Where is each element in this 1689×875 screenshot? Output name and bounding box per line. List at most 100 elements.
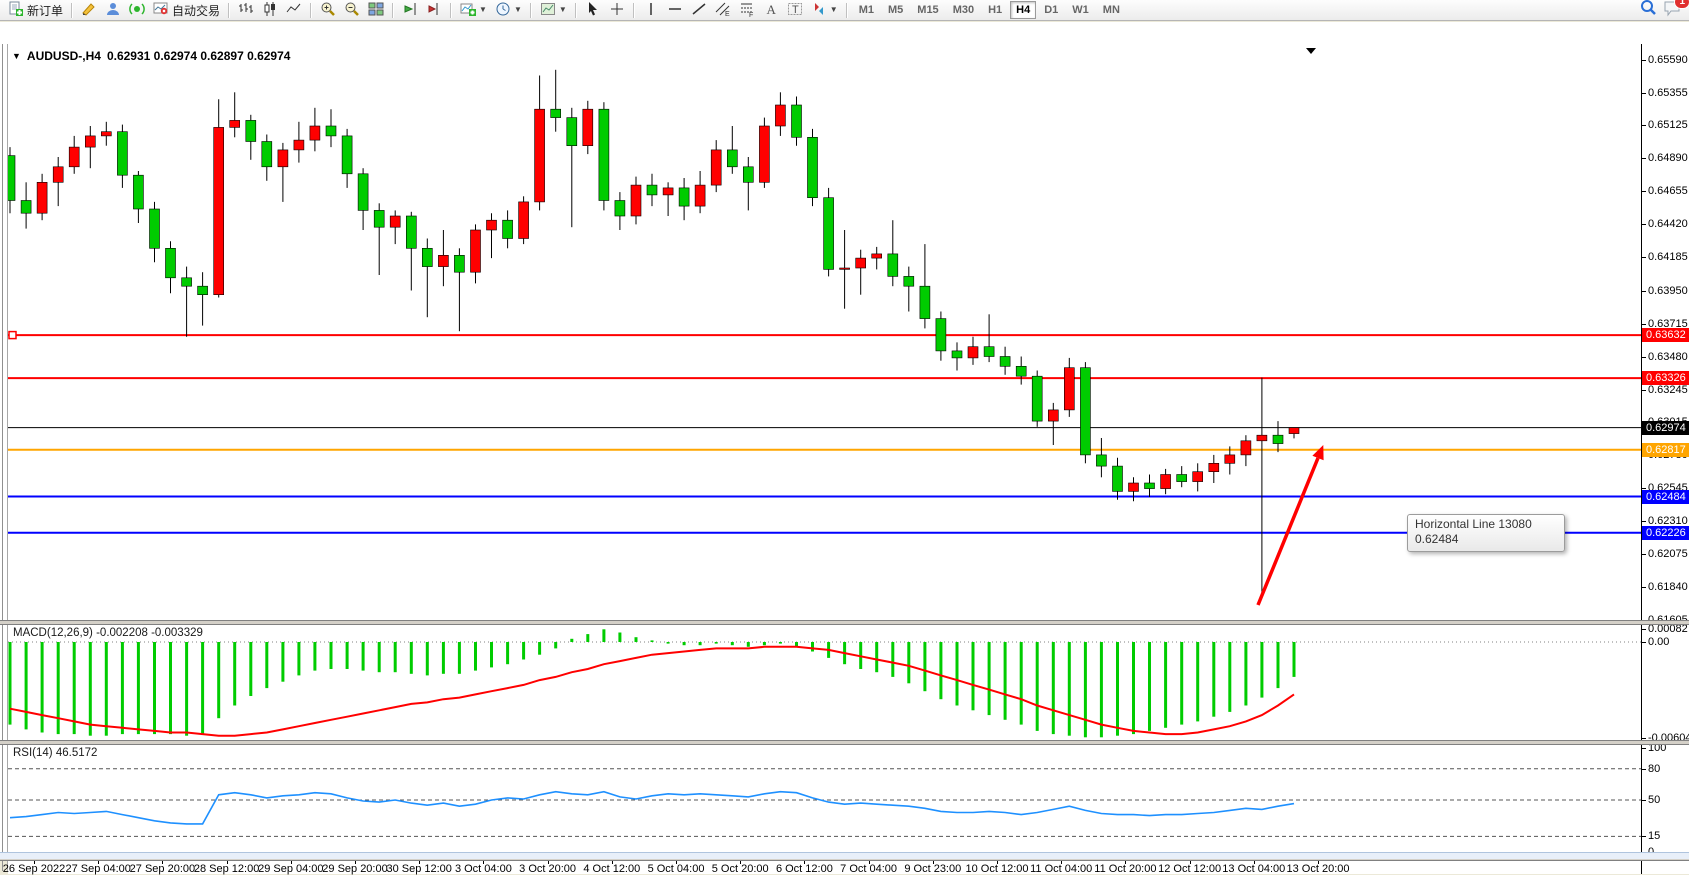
price-axis-label: 0.65590 — [1648, 54, 1688, 66]
axis-tick — [1642, 389, 1646, 391]
bar-chart-button[interactable] — [234, 0, 258, 21]
time-axis-label: 11 Oct 20:00 — [1094, 863, 1157, 875]
timeframe-button-h1[interactable]: H1 — [988, 4, 1003, 16]
time-axis[interactable]: 26 Sep 2022 27 Sep 04:00 27 Sep 20:00 28 Se… — [3, 861, 1641, 875]
text-button[interactable]: A — [759, 0, 783, 21]
macd-axis-label: 0.00 — [1648, 636, 1670, 648]
cursor-button[interactable] — [581, 0, 605, 21]
price-axis-label: 0.63480 — [1648, 350, 1688, 363]
price-badge-0.62484: 0.62484 — [1642, 489, 1689, 504]
autotrading-button[interactable]: 自动交易 — [149, 0, 224, 21]
time-axis-label: 29 Sep 20:00 — [322, 863, 388, 875]
chart-shift-button[interactable] — [422, 0, 446, 21]
axis-tick — [1642, 587, 1646, 588]
svg-text:F: F — [749, 12, 753, 17]
new-order-icon — [8, 1, 24, 20]
horizontal-line-button[interactable] — [663, 0, 687, 21]
tile-windows-icon — [368, 1, 384, 20]
chat-button[interactable]: 1 — [1663, 0, 1689, 22]
templates-caret-icon[interactable]: ▼ — [558, 5, 567, 14]
macd-indicator-panel[interactable] — [8, 625, 1641, 742]
price-chart-panel[interactable] — [8, 46, 1641, 622]
axis-tick — [1642, 836, 1646, 838]
equidistant-channel-icon: E — [715, 1, 731, 20]
tile-windows-button[interactable] — [364, 0, 388, 21]
expert-advisors-button[interactable] — [101, 0, 125, 21]
equidistant-channel-button[interactable]: E — [711, 0, 735, 21]
time-axis-label: 12 Oct 12:00 — [1158, 863, 1222, 875]
indicators-caret-icon[interactable]: ▼ — [479, 5, 487, 14]
axis-tick — [1642, 768, 1646, 770]
time-axis-label: 27 Sep 04:00 — [65, 863, 131, 875]
line-anchor-handle[interactable] — [8, 330, 17, 340]
toolbar-separator — [574, 2, 577, 18]
axis-tick — [1642, 356, 1646, 358]
candlestick-chart-button[interactable] — [258, 0, 282, 21]
indicators-icon — [460, 1, 477, 20]
periods-caret-icon[interactable]: ▼ — [513, 5, 522, 14]
axis-tick — [1642, 158, 1646, 160]
crosshair-button[interactable] — [605, 0, 629, 21]
line-chart-button[interactable] — [282, 0, 306, 21]
price-axis-label: 0.62310 — [1648, 514, 1688, 527]
toolbar-separator — [71, 2, 74, 18]
trend-arrow[interactable] — [1256, 445, 1324, 606]
zoom-out-button[interactable] — [340, 0, 364, 21]
price-axis[interactable]: 0.65590 0.65355 0.65125 0.64890 0.64655 0.644… — [1641, 44, 1689, 874]
object-tooltip: Horizontal Line 13080 0.62484 — [1407, 514, 1565, 552]
axis-tick — [1642, 191, 1646, 193]
arrows-button[interactable]: ▼ — [807, 0, 842, 21]
timeframe-button-d1[interactable]: D1 — [1044, 4, 1059, 16]
templates-icon — [540, 1, 556, 20]
timeframe-button-m15[interactable]: M15 — [917, 4, 939, 16]
axis-tick — [1642, 520, 1646, 522]
axis-tick — [1642, 748, 1646, 749]
axis-tick — [1642, 60, 1646, 61]
tooltip-value: 0.62484 — [1415, 532, 1459, 546]
time-axis-label: 7 Oct 04:00 — [840, 863, 898, 875]
time-axis-label: 30 Sep 12:00 — [386, 863, 452, 875]
price-badge-0.62974: 0.62974 — [1642, 420, 1689, 435]
rsi-indicator-panel[interactable] — [8, 745, 1641, 859]
chart-menu-icon[interactable]: ▼ — [12, 51, 21, 61]
price-axis-label: 0.64420 — [1648, 218, 1688, 231]
arrows-caret-icon[interactable]: ▼ — [829, 5, 838, 14]
timeframe-button-m5[interactable]: M5 — [888, 4, 904, 16]
signal-button[interactable] — [125, 0, 149, 21]
new-order-button[interactable]: 新订单 — [4, 0, 67, 21]
trendline-button[interactable] — [687, 0, 711, 21]
fibonacci-icon: F — [739, 1, 755, 20]
time-axis-label: 6 Oct 12:00 — [775, 863, 833, 875]
zoom-in-button[interactable] — [316, 0, 340, 21]
horizontal-line-icon — [667, 1, 683, 20]
auto-scroll-button[interactable] — [398, 0, 422, 21]
indicators-button[interactable]: ▼ — [456, 0, 491, 21]
time-axis-label: 10 Oct 12:00 — [965, 863, 1029, 875]
panel-splitter[interactable] — [0, 740, 1689, 745]
crayon-button[interactable] — [77, 0, 101, 21]
timeframe-button-h4[interactable]: H4 — [1010, 1, 1037, 19]
search-icon[interactable] — [1639, 0, 1657, 22]
chart-shift-marker[interactable] — [1306, 48, 1316, 54]
timeframe-button-w1[interactable]: W1 — [1072, 4, 1089, 16]
text-label-button[interactable]: T — [783, 0, 807, 21]
timeframe-button-mn[interactable]: MN — [1102, 4, 1120, 16]
timeframe-button-m1[interactable]: M1 — [858, 4, 874, 16]
time-axis-label: 13 Oct 20:00 — [1286, 863, 1350, 875]
templates-button[interactable]: ▼ — [536, 0, 571, 21]
chart-shift-icon — [426, 1, 442, 20]
chat-badge: 1 — [1674, 0, 1689, 9]
price-axis-label: 0.61840 — [1648, 581, 1688, 593]
fibonacci-button[interactable]: F — [735, 0, 759, 21]
periods-button[interactable]: ▼ — [491, 0, 526, 21]
price-badge-0.62226: 0.62226 — [1642, 525, 1689, 540]
macd-axis-label: 0.00082 — [1648, 623, 1688, 635]
svg-text:E: E — [725, 11, 730, 17]
toolbar-separator — [632, 2, 635, 18]
price-badge-0.63326: 0.63326 — [1642, 371, 1689, 386]
timeframe-button-m30[interactable]: M30 — [952, 4, 975, 16]
panel-splitter[interactable] — [0, 620, 1689, 625]
window-frame-line — [2, 44, 3, 871]
vertical-line-button[interactable] — [639, 0, 663, 21]
price-badge-0.63632: 0.63632 — [1642, 328, 1689, 343]
